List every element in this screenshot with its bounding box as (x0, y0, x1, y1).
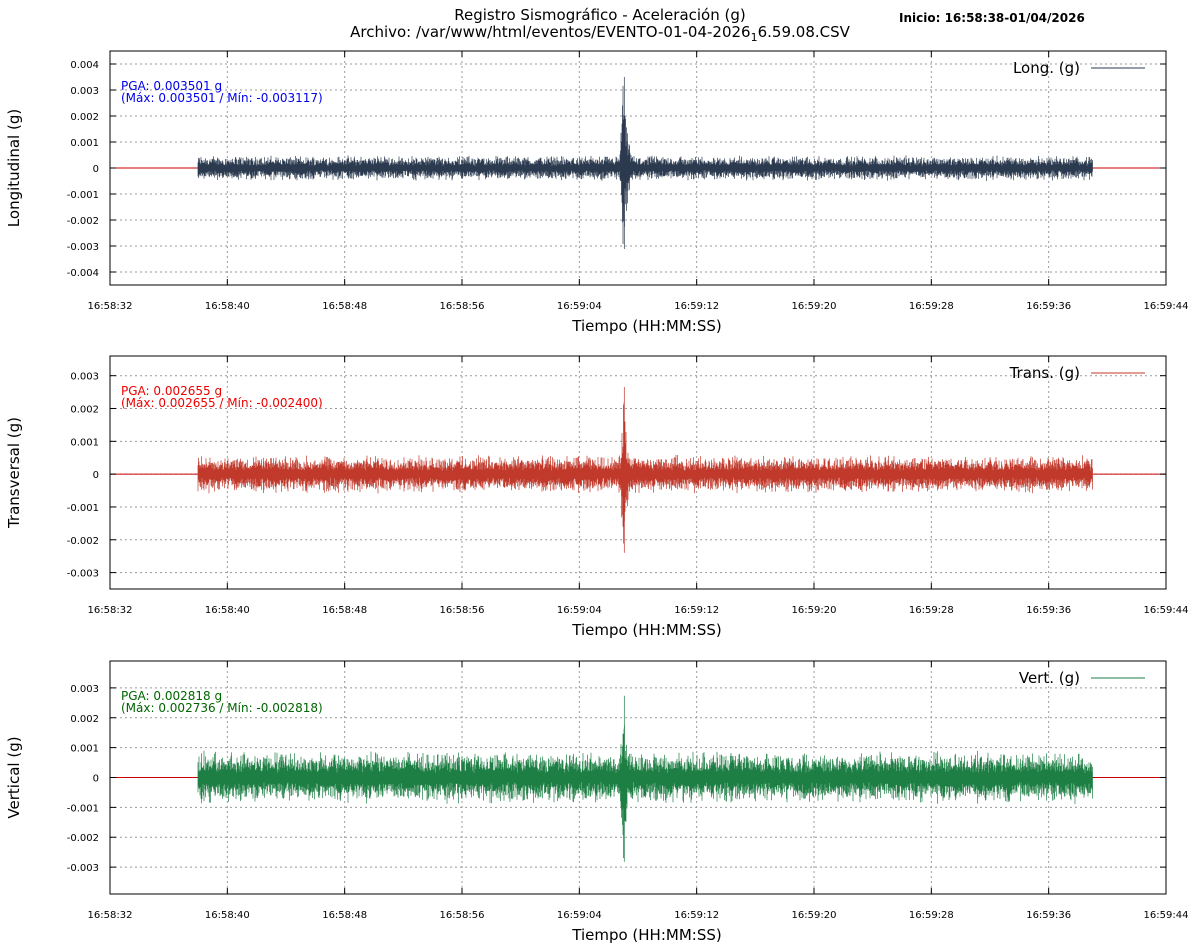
x-tick-label: 16:59:12 (674, 301, 719, 312)
y-tick-label: 0.003 (70, 372, 99, 383)
y-axis-label: Longitudinal (g) (5, 109, 23, 227)
x-tick-label: 16:59:28 (909, 301, 954, 312)
file-path-suffix: 6.59.08.CSV (757, 23, 850, 41)
x-tick-label: 16:58:32 (88, 910, 133, 921)
y-tick-label: -0.001 (67, 803, 99, 814)
x-tick-label: 16:58:56 (440, 605, 485, 616)
x-tick-label: 16:58:48 (322, 605, 367, 616)
panel-longitudinal: 0.004 0.003 0.002 0.001 0 -0.001 -0.002 -0.003 -… (5, 50, 1189, 335)
y-tick-label: 0.004 (70, 60, 99, 71)
y-tick-label: 0.001 (70, 437, 99, 448)
y-tick-label: 0.002 (70, 405, 99, 416)
x-tick-label: 16:59:04 (557, 910, 602, 921)
y-axis-label: Transversal (g) (5, 417, 23, 529)
y-tick-label: 0.001 (70, 744, 99, 755)
pga-annotation: PGA: 0.002655 g (121, 384, 222, 398)
y-axis-label: Vertical (g) (5, 736, 23, 818)
x-tick-label: 16:59:12 (674, 605, 719, 616)
file-subtitle: Archivo: /var/www/html/eventos/EVENTO-01… (0, 23, 1200, 47)
x-tick-label: 16:58:32 (88, 301, 133, 312)
y-tick-label: -0.003 (67, 863, 99, 874)
x-tick-label: 16:59:36 (1026, 605, 1071, 616)
x-tick-label: 16:59:36 (1026, 301, 1071, 312)
y-tick-label: -0.004 (67, 268, 99, 279)
x-tick-label: 16:58:48 (322, 301, 367, 312)
chart-title: Registro Sismográfico - Aceleración (g) (454, 6, 746, 24)
x-tick-label: 16:59:20 (792, 301, 837, 312)
maxmin-annotation: (Máx: 0.002655 / Mín: -0.002400) (121, 396, 323, 410)
y-tick-label: -0.002 (67, 536, 99, 547)
y-tick-label: 0.002 (70, 714, 99, 725)
x-tick-label: 16:59:04 (557, 301, 602, 312)
maxmin-annotation: (Máx: 0.002736 / Mín: -0.002818) (121, 701, 323, 715)
acceleration-trace-transversal (197, 387, 1093, 553)
y-tick-label: 0 (93, 470, 99, 481)
y-tick-label: -0.003 (67, 569, 99, 580)
x-tick-label: 16:58:48 (322, 910, 367, 921)
x-axis-label: Tiempo (HH:MM:SS) (571, 621, 721, 639)
y-tick-label: -0.003 (67, 242, 99, 253)
x-tick-label: 16:58:32 (88, 605, 133, 616)
x-tick-label: 16:59:20 (792, 910, 837, 921)
x-tick-label: 16:59:04 (557, 605, 602, 616)
y-tick-label: 0 (93, 774, 99, 785)
y-tick-label: 0.003 (70, 684, 99, 695)
y-tick-label: 0.003 (70, 86, 99, 97)
x-tick-label: 16:59:12 (674, 910, 719, 921)
x-axis-label: Tiempo (HH:MM:SS) (571, 317, 721, 335)
pga-annotation: PGA: 0.003501 g (121, 79, 222, 93)
panel-transversal: 0.003 0.002 0.001 0 -0.001 -0.002 -0.003 16:58:… (5, 355, 1189, 639)
acceleration-trace-longitudinal (197, 77, 1093, 249)
x-tick-label: 16:58:56 (440, 910, 485, 921)
y-tick-label: 0 (93, 164, 99, 175)
y-tick-label: -0.001 (67, 503, 99, 514)
x-tick-label: 16:58:40 (205, 301, 250, 312)
maxmin-annotation: (Máx: 0.003501 / Mín: -0.003117) (121, 91, 323, 105)
y-tick-label: 0.002 (70, 112, 99, 123)
x-tick-label: 16:59:36 (1026, 910, 1071, 921)
x-tick-label: 16:59:44 (1144, 301, 1189, 312)
x-tick-label: 16:59:44 (1144, 605, 1189, 616)
legend-label: Vert. (g) (1019, 669, 1080, 687)
y-tick-label: -0.002 (67, 216, 99, 227)
file-path-subscript: 1 (750, 31, 758, 44)
x-tick-label: 16:59:20 (792, 605, 837, 616)
y-tick-label: -0.002 (67, 833, 99, 844)
x-tick-label: 16:59:28 (909, 910, 954, 921)
file-path-prefix: Archivo: /var/www/html/eventos/EVENTO-01… (350, 23, 751, 41)
y-tick-label: -0.001 (67, 190, 99, 201)
legend-label: Long. (g) (1013, 59, 1080, 77)
pga-annotation: PGA: 0.002818 g (121, 689, 222, 703)
y-tick-label: 0.001 (70, 138, 99, 149)
panel-vertical: 0.003 0.002 0.001 0 -0.001 -0.002 -0.003 16:58:… (5, 660, 1189, 944)
plot-frame (109, 355, 1167, 590)
x-tick-label: 16:59:44 (1144, 910, 1189, 921)
x-axis-label: Tiempo (HH:MM:SS) (571, 926, 721, 944)
x-tick-label: 16:58:40 (205, 605, 250, 616)
start-time-label: Inicio: 16:58:38-01/04/2026 (899, 11, 1085, 25)
x-tick-label: 16:58:56 (440, 301, 485, 312)
legend-label: Trans. (g) (1009, 364, 1080, 382)
acceleration-trace-vertical (197, 695, 1093, 862)
x-tick-label: 16:59:28 (909, 605, 954, 616)
x-tick-label: 16:58:40 (205, 910, 250, 921)
